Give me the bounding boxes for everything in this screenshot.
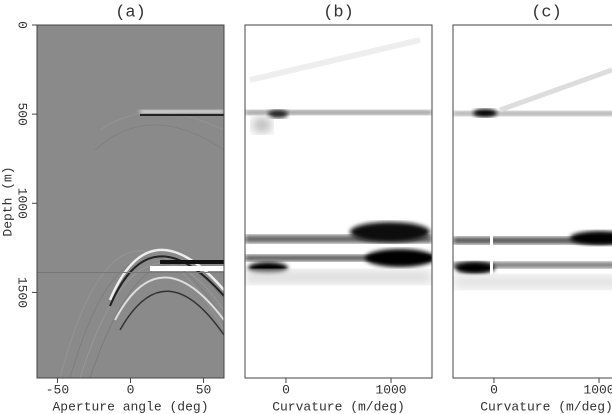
panel-title: (c) <box>531 3 562 22</box>
panel-title: (b) <box>323 3 354 22</box>
panel-frame <box>452 24 612 379</box>
x-tick-label: 0 <box>282 382 290 397</box>
x-tick-label: 0 <box>127 382 135 397</box>
x-tick-label: 0 <box>490 382 498 397</box>
x-tick-label: -50 <box>46 382 69 397</box>
panel-a-image <box>37 25 224 378</box>
x-tick-label: 1000 <box>583 382 612 397</box>
y-tick-label: 500 <box>15 102 30 125</box>
y-axis-label: Depth (m) <box>0 166 15 236</box>
x-axis-label: Curvature (m/deg) <box>480 399 612 414</box>
x-tick-label: 1000 <box>375 382 406 397</box>
y-tick-label: 1500 <box>15 277 30 308</box>
panel-c-image <box>453 25 612 378</box>
x-axis-label: Curvature (m/deg) <box>272 399 405 414</box>
panel-b-image <box>245 25 432 378</box>
x-axis-label: Aperture angle (deg) <box>52 399 208 414</box>
x-tick-label: 50 <box>196 382 212 397</box>
y-tick-label: 0 <box>15 21 30 29</box>
y-tick-label: 1000 <box>15 188 30 219</box>
panel-frame <box>244 24 433 379</box>
panel-title: (a) <box>115 3 146 22</box>
